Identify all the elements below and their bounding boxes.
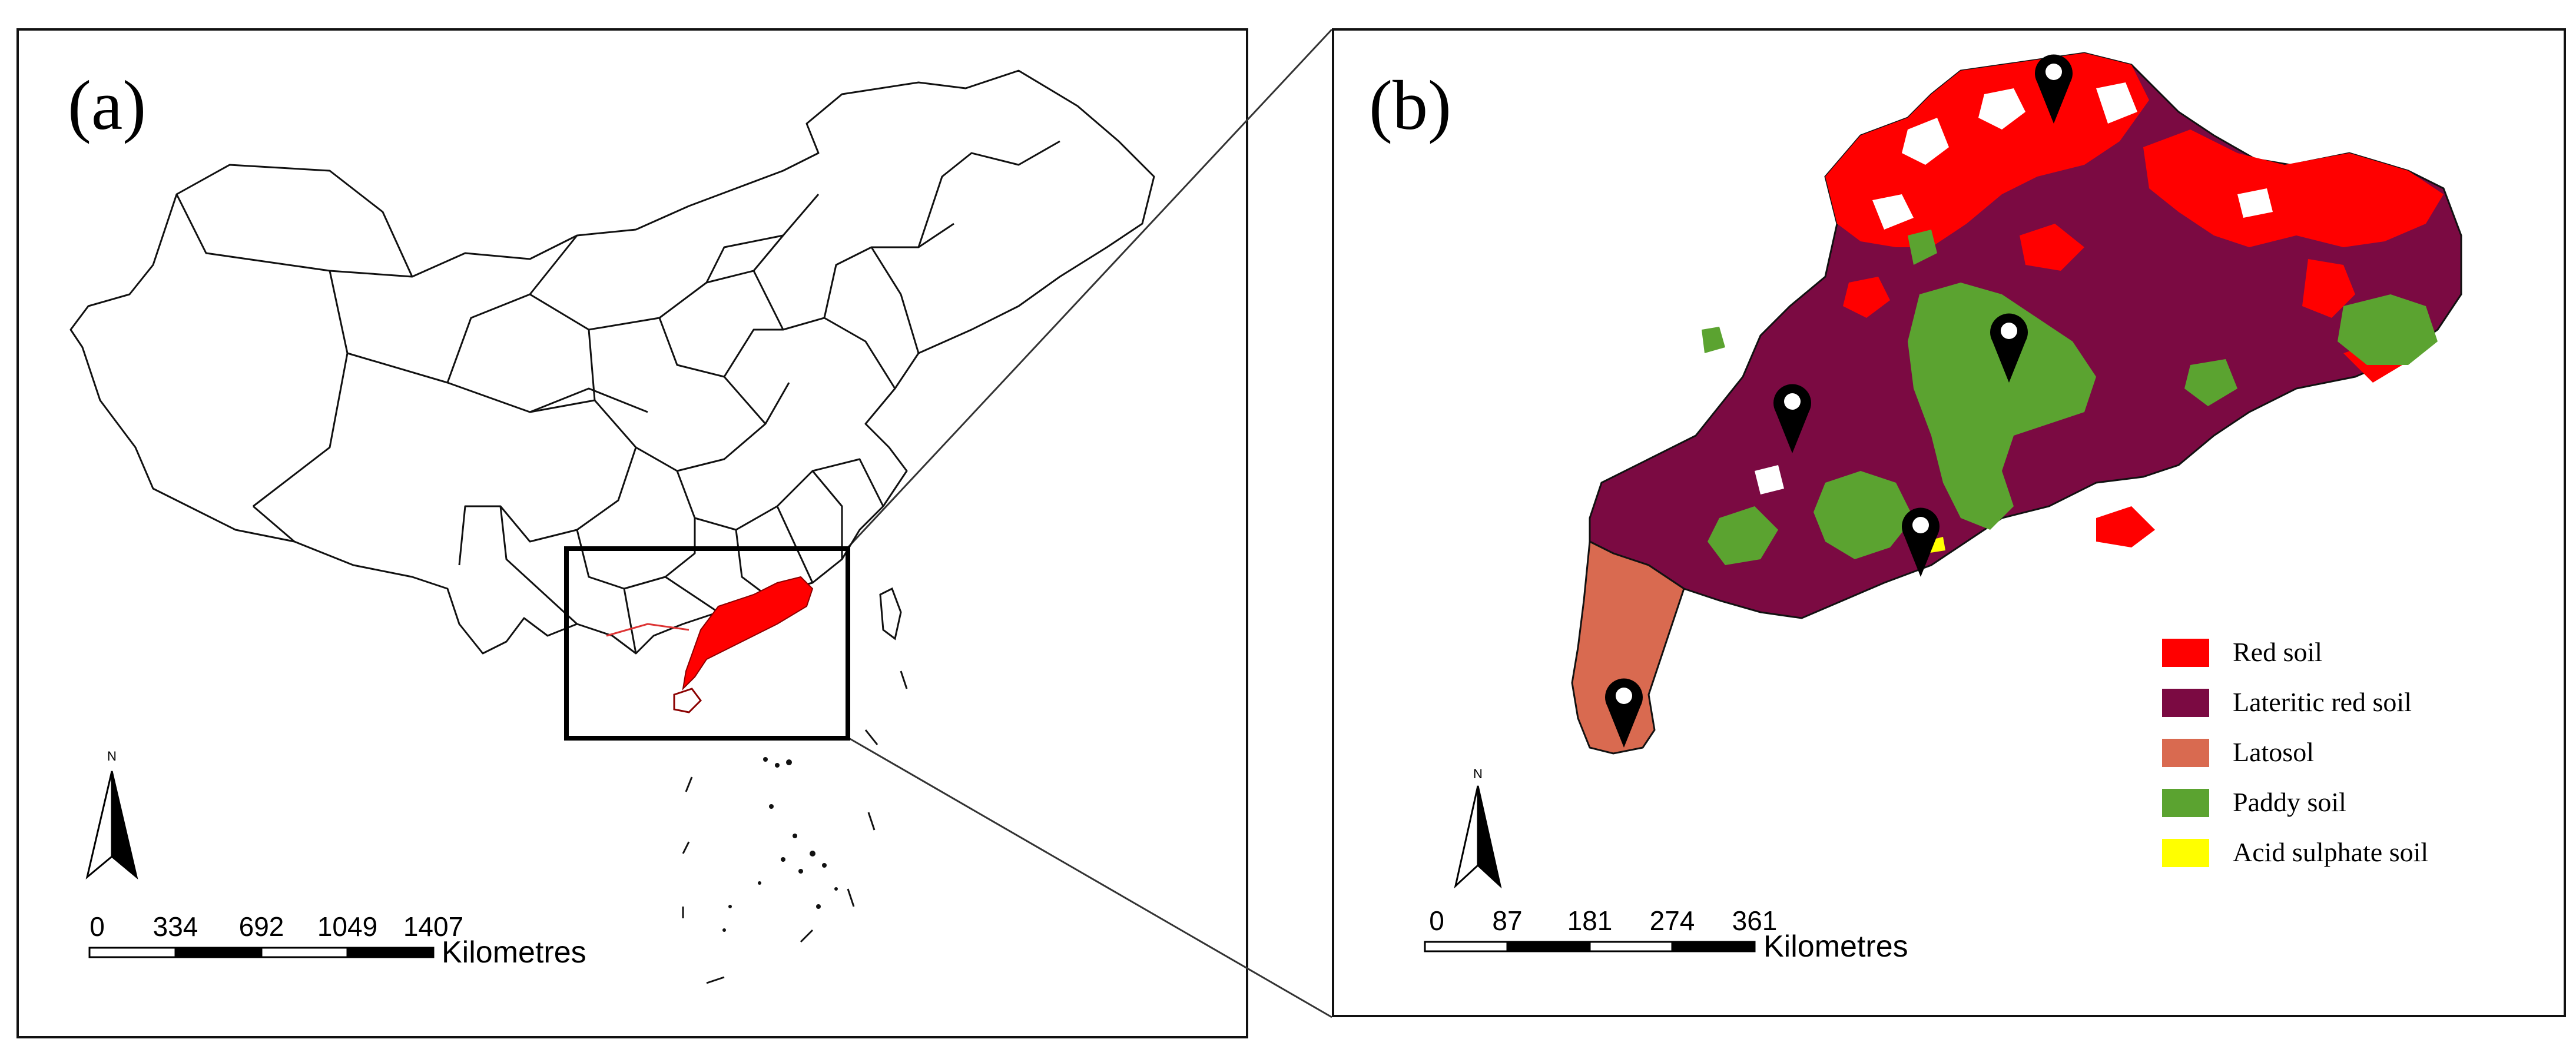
guangxi-red-border — [606, 623, 689, 637]
legend-swatch-0 — [2162, 639, 2209, 667]
legend-swatch-4 — [2162, 839, 2209, 867]
guangdong-soil-map — [1571, 52, 2462, 755]
legend-label-3: Paddy soil — [2233, 787, 2346, 817]
legend-swatch-2 — [2162, 739, 2209, 767]
zoom-connector-top — [847, 28, 1333, 549]
hainan-outline — [673, 688, 702, 713]
legend-swatch-3 — [2162, 789, 2209, 817]
scale-a-tick-2: 692 — [239, 911, 284, 942]
north-arrow-icon — [1454, 785, 1502, 889]
scale-b-tick-2: 181 — [1567, 905, 1613, 936]
nine-dash-line — [682, 670, 908, 984]
map-pin-icon — [2035, 54, 2073, 124]
scale-b-tick-3: 274 — [1650, 905, 1695, 936]
scale-b-tick-0: 0 — [1429, 905, 1444, 936]
panel-a-label: (a) — [68, 66, 147, 144]
scale-a-tick-1: 334 — [153, 911, 198, 942]
taiwan-outline — [879, 587, 902, 640]
scale-b-unit: Kilometres — [1763, 930, 1908, 964]
legend-label-0: Red soil — [2233, 637, 2322, 667]
scale-bar-b — [1424, 941, 1756, 952]
scale-b-tick-4: 361 — [1732, 905, 1778, 936]
panel-b-label: (b) — [1369, 66, 1451, 144]
legend-swatch-1 — [2162, 689, 2209, 717]
south-sea-islands — [722, 757, 838, 932]
legend-label-1: Lateritic red soil — [2233, 687, 2412, 717]
north-arrow-icon — [85, 771, 138, 880]
sample-markers — [1605, 54, 2073, 748]
legend-label-4: Acid sulphate soil — [2233, 837, 2428, 867]
legend-label-2: Latosol — [2233, 737, 2314, 767]
scale-bar-a — [88, 947, 435, 958]
scale-a-tick-4: 1407 — [403, 911, 463, 942]
china-outline-map — [69, 69, 1155, 655]
scale-a-tick-0: 0 — [89, 911, 105, 942]
panel-a-map-frame — [16, 28, 1248, 1038]
map-pin-icon — [1990, 313, 2028, 383]
map-pin-icon — [1605, 678, 1643, 748]
scale-a-tick-3: 1049 — [317, 911, 377, 942]
north-label-a: N — [107, 749, 117, 763]
map-pin-icon — [1773, 384, 1812, 453]
study-area-box — [564, 546, 850, 741]
guangdong-highlight — [682, 576, 814, 691]
scale-a-unit: Kilometres — [442, 935, 586, 970]
soil-legend: Red soil Lateritic red soil Latosol Paddy s… — [2162, 637, 2428, 867]
map-pin-icon — [1901, 507, 1940, 577]
scale-b-tick-1: 87 — [1492, 905, 1522, 936]
zoom-connector-bottom — [847, 736, 1332, 1018]
north-label-b: N — [1473, 766, 1483, 781]
